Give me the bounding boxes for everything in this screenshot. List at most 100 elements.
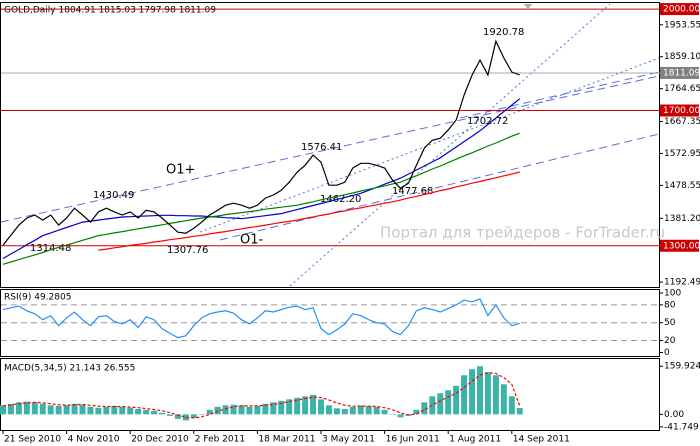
macd-bar [461,375,468,415]
y-tick-label: 1764.65 [664,84,700,94]
macd-bar [127,407,134,415]
macd-bar [174,414,181,419]
macd-bar [373,406,380,415]
x-tick-label: 18 Mar 2011 [258,435,315,445]
annotation: 1920.78 [483,27,524,38]
macd-bar [508,396,515,415]
macd-bar [222,405,229,415]
trend-lines [0,3,660,287]
macd-bar [445,390,452,415]
last-price-box [660,66,699,79]
macd-bar [135,408,142,415]
level-label-box [660,3,699,16]
annotation: O1- [240,233,264,248]
level-label: 1700.00 [663,106,700,116]
annotation: 1462.20 [320,194,361,205]
macd-bar [71,403,78,415]
macd-bar [365,405,372,415]
macd-bar [310,394,317,415]
y-tick-label: 1953.55 [664,20,700,30]
trend-line [289,3,611,287]
level-label-box [660,239,699,252]
macd-bar [190,414,197,418]
annotation: 1430.49 [93,190,134,201]
macd-panel [0,358,660,431]
macd-bar [214,406,221,415]
y-tick-label: 1381.20 [664,214,700,224]
x-tick-label: 4 Nov 2010 [68,435,120,445]
x-tick-label: 3 May 2011 [322,435,375,445]
macd-bar [484,372,491,415]
macd-bar [206,409,213,415]
x-tick-label: 1 Aug 2011 [449,435,501,445]
macd-bar [500,384,507,415]
macd-bar [325,405,332,415]
annotation: 1307.76 [167,245,208,256]
macd-bar [47,405,54,415]
moving-average [2,132,521,265]
macd-bar [254,405,261,415]
macd-bar [413,409,420,415]
macd-bar [397,414,404,418]
macd-bar [318,399,324,415]
macd-bar [55,405,62,415]
macd-bar [381,409,388,415]
rsi-line [2,298,520,339]
y-tick-label: 100 [664,288,681,298]
macd-bar [182,414,189,421]
shift-marker [524,4,532,9]
trend-line [459,71,660,119]
macd-bar [39,403,46,415]
macd-bar [87,406,94,415]
trend-line [199,57,660,233]
macd-bar [111,405,118,415]
y-tick-label: 159.924 [664,362,700,372]
macd-bar [516,408,523,415]
annotation: 1477.68 [392,186,433,197]
macd-bar [23,401,30,415]
macd-bar [159,412,165,415]
x-tick-label: 16 Jun 2011 [386,435,440,445]
y-tick-label: 20 [664,336,676,346]
macd-bar [333,408,340,415]
macd-bar [429,396,436,415]
macd-bar [7,403,14,415]
chart-title: GOLD,Daily 1804.91 1815.03 1797.98 1811.… [4,6,216,16]
macd-bar [302,396,309,415]
y-tick-label: 1667.35 [664,117,700,127]
macd-bar [103,406,110,415]
y-tick-label: 0 [664,348,670,358]
trend-line [0,75,660,223]
last-price-label: 1811.09 [663,68,700,78]
macd-bar [246,406,253,415]
y-tick-label: 1859.10 [664,52,700,62]
macd-bar [437,393,444,415]
macd-bar [492,375,499,415]
x-tick-label: 2 Feb 2011 [195,435,245,445]
trend-line [219,133,660,241]
annotation: 1702.72 [467,116,508,127]
macd-bar [143,409,150,415]
macd-bar [31,402,38,415]
rsi-panel [0,289,660,357]
macd-bar [198,414,205,415]
level-label: 2000.00 [663,5,700,15]
macd-bar [278,400,285,415]
y-tick-label: 0.00 [664,410,684,420]
y-tick-label: 50 [664,318,676,328]
macd-title: MACD(5,34,5) 21.143 26.555 [4,364,135,374]
y-tick-label: 1478.55 [664,181,700,191]
macd-bar [238,405,245,415]
annotation: 1576.41 [301,142,342,153]
macd-bar [349,406,356,415]
y-tick-label: -41.749 [664,422,699,432]
watermark: Портал для трейдеров - ForTrader.ru [380,224,665,242]
macd-bar [389,414,396,415]
macd-bar [79,404,86,415]
macd-bar [262,403,269,415]
macd-bar [95,407,102,415]
level-label-box [660,104,699,117]
macd-bar [341,408,348,415]
